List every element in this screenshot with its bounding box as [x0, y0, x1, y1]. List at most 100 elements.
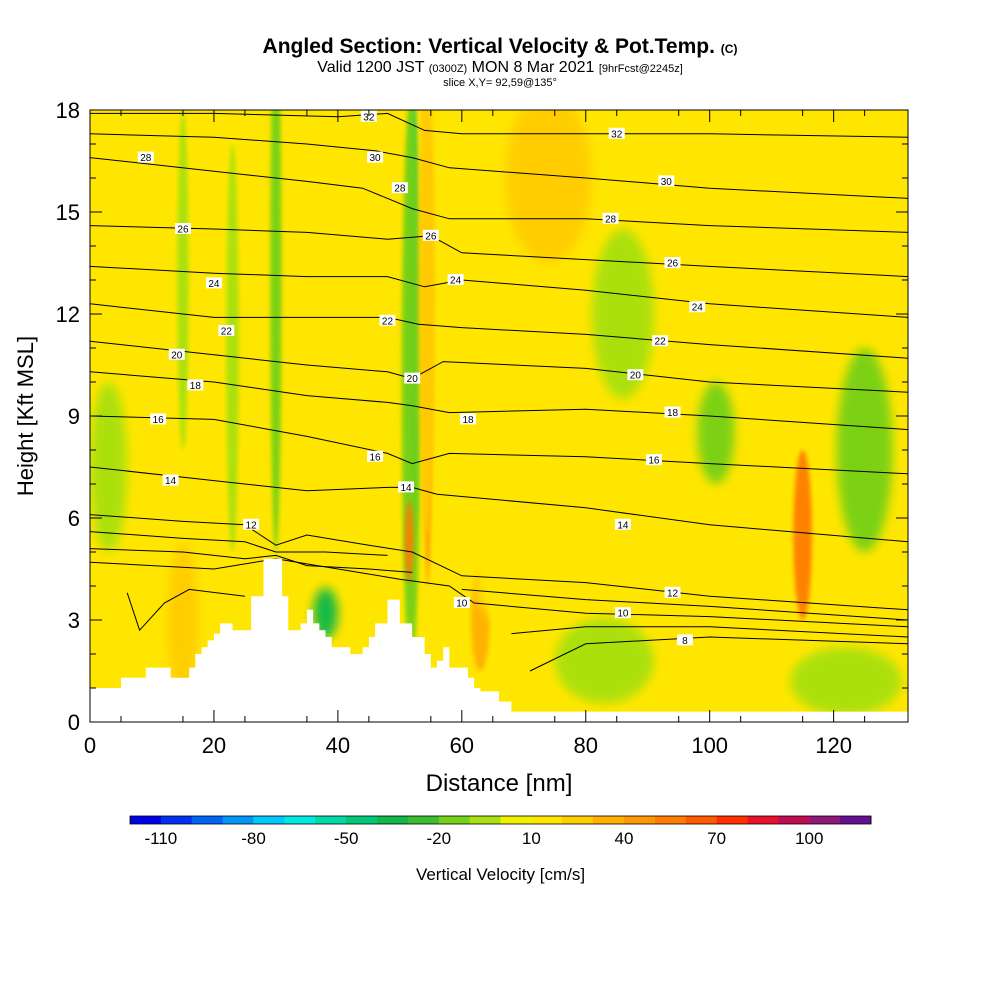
isentrope-label-bg: [398, 481, 415, 493]
isentrope-label: 16: [153, 415, 165, 426]
valid-utc: (0300Z): [428, 63, 468, 75]
isentrope-label-bg: [205, 277, 222, 289]
forecast-info: [9hrFcst@2245z]: [598, 63, 683, 75]
colorbar-tick-label: -50: [334, 829, 359, 848]
x-axis-label: Distance [nm]: [426, 770, 573, 797]
isentrope-16: [90, 415, 908, 475]
velocity-cell: [790, 647, 902, 716]
isentrope-label: 32: [363, 112, 375, 123]
isentrope-label-bg: [218, 325, 235, 336]
isentrope-label-bg: [447, 274, 464, 285]
isentrope-label-bg: [652, 335, 669, 347]
isentrope-label: 28: [394, 184, 406, 195]
y-tick-label: 0: [68, 710, 80, 735]
ground-band: [90, 711, 908, 722]
isentrope-label: 14: [165, 476, 177, 487]
velocity-cell: [722, 110, 822, 331]
velocity-cell: [697, 382, 735, 484]
colorbar-tick-label: -20: [426, 829, 451, 848]
velocity-cell: [554, 618, 654, 704]
y-axis-label: Height [Kft MSL]: [13, 336, 38, 496]
isentrope-24: [90, 265, 908, 318]
isentrope-label: 28: [140, 153, 152, 164]
colorbar-swatch: [809, 816, 841, 824]
isentrope-labels: 32 32 30 30 28 28 28 26 26 26 24 24 24 22 22 22 20 20 20 18…: [137, 110, 706, 647]
isentrope-label-bg: [614, 518, 631, 530]
isentrope-label-bg: [404, 372, 421, 384]
axes: 0 20 40 60 80 100 120 0 3 6 9 12 15 18 Distance [nm] He…: [13, 98, 909, 797]
x-tick-label: 40: [326, 733, 350, 758]
colorbar-swatch: [346, 816, 378, 824]
velocity-cell: [167, 543, 199, 697]
isentrope-label: 20: [171, 350, 183, 361]
isentrope-10: [90, 558, 908, 628]
isentrope-label: 12: [246, 520, 258, 531]
colorbar-swatch: [191, 816, 224, 824]
colorbar-label: Vertical Velocity [cm/s]: [416, 865, 585, 884]
velocity-cell: [418, 110, 435, 535]
isentrope-label: 26: [177, 225, 189, 236]
colorbar-swatch: [716, 816, 748, 824]
isentrope-label: 14: [400, 483, 412, 494]
chart-title-text: Angled Section: Vertical Velocity & Pot.…: [262, 35, 715, 58]
isentrope-label: 20: [630, 371, 642, 382]
isentrope-label-bg: [460, 413, 477, 425]
isentrope-label-bg: [360, 110, 377, 122]
isentrope-label-bg: [602, 212, 619, 224]
isentrope-12: [90, 514, 908, 611]
x-tick-label: 100: [691, 733, 728, 758]
colorbar-swatch: [593, 816, 625, 824]
isentrope-label: 32: [611, 129, 623, 140]
colorbar-swatch: [531, 816, 563, 824]
isentrope-label-bg: [664, 257, 681, 268]
isentrope-label-bg: [379, 314, 396, 326]
title-block: Angled Section: Vertical Velocity & Pot.…: [0, 35, 1000, 90]
velocity-cell: [405, 501, 414, 583]
x-tick-label: 20: [202, 733, 226, 758]
x-tick-label: 0: [84, 733, 96, 758]
isentrope-label: 18: [190, 381, 202, 392]
velocity-cell: [226, 144, 239, 552]
isentrope-label-bg: [150, 413, 167, 425]
valid-date: MON 8 Mar 2021: [471, 59, 595, 76]
colorbar-swatch: [222, 816, 254, 824]
velocity-cell: [591, 229, 654, 399]
isentrope-label-bg: [137, 151, 154, 163]
y-tick-label: 6: [68, 506, 80, 531]
valid-time-line: Valid 1200 JST (0300Z) MON 8 Mar 2021 [9…: [0, 60, 1000, 77]
isentrope-line: [511, 626, 908, 638]
isentrope-label-bg: [453, 597, 470, 608]
isentrope-label-bg: [187, 379, 204, 391]
isentrope-label: 24: [450, 276, 462, 287]
isentrope-label-bg: [174, 223, 191, 234]
isentrope-label-bg: [676, 634, 693, 646]
isentrope-label-bg: [422, 229, 439, 241]
isentrope-label: 12: [667, 588, 679, 599]
velocity-cell: [505, 110, 592, 263]
velocity-cell: [177, 110, 189, 450]
velocity-cell: [793, 450, 812, 620]
isentrope-label-bg: [614, 607, 631, 619]
colorbar-swatch: [284, 816, 316, 824]
colorbar-swatch: [469, 816, 501, 824]
colorbar-frame: [129, 815, 872, 825]
colorbar-swatch: [500, 816, 532, 824]
colorbar-swatch: [840, 816, 872, 824]
isentrope-label: 14: [617, 520, 629, 531]
colorbar-swatch: [562, 816, 594, 824]
terrain: [90, 558, 908, 722]
x-tick-label: 80: [574, 733, 598, 758]
isentrope-line: [461, 588, 908, 621]
isentrope-label: 26: [425, 231, 437, 242]
colorbar-swatch: [438, 816, 471, 824]
isentrope-label: 18: [462, 415, 474, 426]
colorbar-swatch: [407, 816, 440, 824]
y-tick-label: 12: [56, 302, 80, 327]
isentrope-label-bg: [243, 518, 260, 530]
velocity-cell: [474, 518, 524, 620]
isentrope-label-bg: [367, 450, 384, 462]
isentrope-label-bg: [627, 369, 644, 381]
isentrope-label: 22: [221, 327, 233, 338]
y-tick-label: 18: [56, 98, 80, 123]
